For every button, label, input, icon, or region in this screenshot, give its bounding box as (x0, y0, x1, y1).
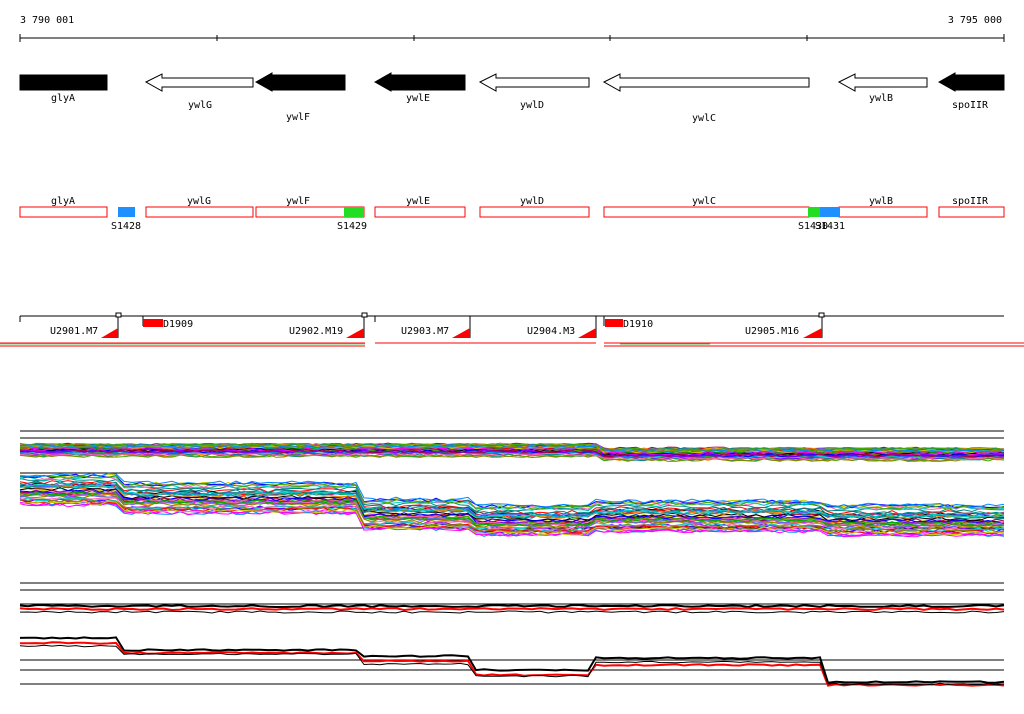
gene-arrow-glyA[interactable] (19, 74, 108, 91)
terminator-marker (101, 328, 118, 338)
feature-label-S1429: S1429 (337, 221, 367, 232)
profile-trace (19, 500, 1005, 536)
gene-box-label-glyA: glyA (51, 196, 75, 207)
feature-marker-S1428[interactable] (118, 207, 135, 217)
gene-box-track: glyA ywlG ywlF ywlE ywlD ywlC ywlB spoII… (19, 196, 1005, 232)
position-ruler: 3 790 001 3 795 000 (19, 15, 1005, 42)
gene-label-spoIIR: spoIIR (952, 100, 989, 111)
gene-arrow-track: glyA ywlG ywlF ywlE ywlD ywlC ywlB spoII… (19, 72, 1005, 124)
profile-trace (19, 491, 1005, 527)
feature-marker-S1431[interactable] (820, 207, 840, 217)
gene-label-ywlD: ywlD (520, 100, 544, 111)
transcript-track: U2901.M7 D1909 U2902.M19 U2903.M7 U2904.… (0, 312, 1024, 347)
profile-trace (19, 481, 1005, 516)
terminator-marker (346, 328, 364, 338)
profile-trace (19, 447, 1005, 456)
gene-label-ywlB: ywlB (869, 93, 893, 104)
marker-label-D1909: D1909 (163, 319, 193, 330)
gene-label-ywlE: ywlE (406, 93, 430, 104)
profile-trace (19, 488, 1005, 524)
gene-arrow-ywlB[interactable] (837, 73, 928, 92)
ruler-end-label: 3 795 000 (948, 15, 1002, 26)
gene-box-label-ywlD: ywlD (520, 196, 544, 207)
profile-trace (19, 480, 1005, 515)
marker-label-D1910: D1910 (623, 319, 653, 330)
marker-D1909[interactable] (143, 319, 163, 327)
terminator-marker (578, 328, 596, 338)
transcript-label-U2905: U2905.M16 (745, 326, 799, 337)
gene-arrow-ywlC[interactable] (602, 73, 810, 92)
terminator-marker (452, 328, 470, 338)
gene-box-label-spoIIR: spoIIR (952, 196, 989, 207)
profile-trace (20, 641, 1005, 687)
gene-box-ywlG[interactable] (145, 206, 254, 218)
profile-trace (19, 644, 1005, 686)
feature-label-S1431: S1431 (815, 221, 845, 232)
profile-trace (19, 498, 1005, 533)
profile-trace (19, 484, 1005, 519)
transcript-label-U2904: U2904.M3 (527, 326, 575, 337)
marker-D1910[interactable] (605, 319, 623, 327)
profile-trace (19, 606, 1005, 612)
profile-trace (19, 472, 1005, 508)
gene-box-label-ywlC: ywlC (692, 196, 716, 207)
gene-arrow-ywlF[interactable] (254, 72, 346, 92)
gene-label-glyA: glyA (51, 93, 75, 104)
gene-box-label-ywlG: ywlG (187, 196, 211, 207)
profile-trace (19, 452, 1005, 461)
profile-trace (19, 497, 1005, 532)
profile-trace (20, 449, 1005, 458)
profile-trace (19, 482, 1005, 518)
gene-box-label-ywlE: ywlE (406, 196, 430, 207)
gene-label-ywlC: ywlC (692, 113, 716, 124)
expression-profile-panel (19, 430, 1005, 538)
gene-box-ywlB[interactable] (838, 206, 928, 218)
gene-arrow-spoIIR[interactable] (937, 72, 1005, 92)
transcript-label-U2902: U2902.M19 (289, 326, 343, 337)
profile-trace (19, 489, 1005, 525)
gene-box-ywlD[interactable] (479, 206, 590, 218)
gene-box-glyA[interactable] (19, 206, 108, 218)
profile-trace (19, 474, 1005, 510)
profile-trace (19, 497, 1005, 533)
feature-label-S1430: S1430 (798, 221, 828, 232)
terminator-marker (803, 328, 822, 338)
gene-box-ywlE[interactable] (374, 206, 466, 218)
gene-box-label-ywlB: ywlB (869, 196, 893, 207)
transcript-label-U2901: U2901.M7 (50, 326, 98, 337)
gene-arrow-ywlD[interactable] (478, 73, 590, 92)
profile-trace (19, 444, 1005, 453)
profile-trace (19, 487, 1005, 522)
feature-marker-S1430[interactable] (808, 207, 820, 217)
profile-trace (19, 449, 1004, 458)
transcript-label-U2903: U2903.M7 (401, 326, 449, 337)
profile-trace (19, 449, 1005, 458)
profile-trace (19, 442, 1005, 451)
profile-trace (19, 491, 1005, 527)
summary-profile-panel (19, 582, 1005, 687)
profile-trace (19, 494, 1005, 530)
gene-box-ywlC[interactable] (603, 206, 810, 218)
gene-box-spoIIR[interactable] (938, 206, 1005, 218)
gene-box-label-ywlF: ywlF (286, 196, 310, 207)
gene-arrow-ywlG[interactable] (144, 73, 254, 92)
profile-trace (19, 445, 1005, 453)
feature-marker-S1429[interactable] (344, 207, 364, 217)
gene-arrow-ywlE[interactable] (373, 72, 466, 92)
profile-trace (19, 603, 1005, 609)
ruler-start-label: 3 790 001 (20, 15, 74, 26)
profile-trace (19, 610, 1005, 614)
gene-label-ywlF: ywlF (286, 112, 310, 123)
gene-label-ywlG: ywlG (188, 100, 212, 111)
feature-label-S1428: S1428 (111, 221, 141, 232)
profile-trace (19, 636, 1005, 684)
